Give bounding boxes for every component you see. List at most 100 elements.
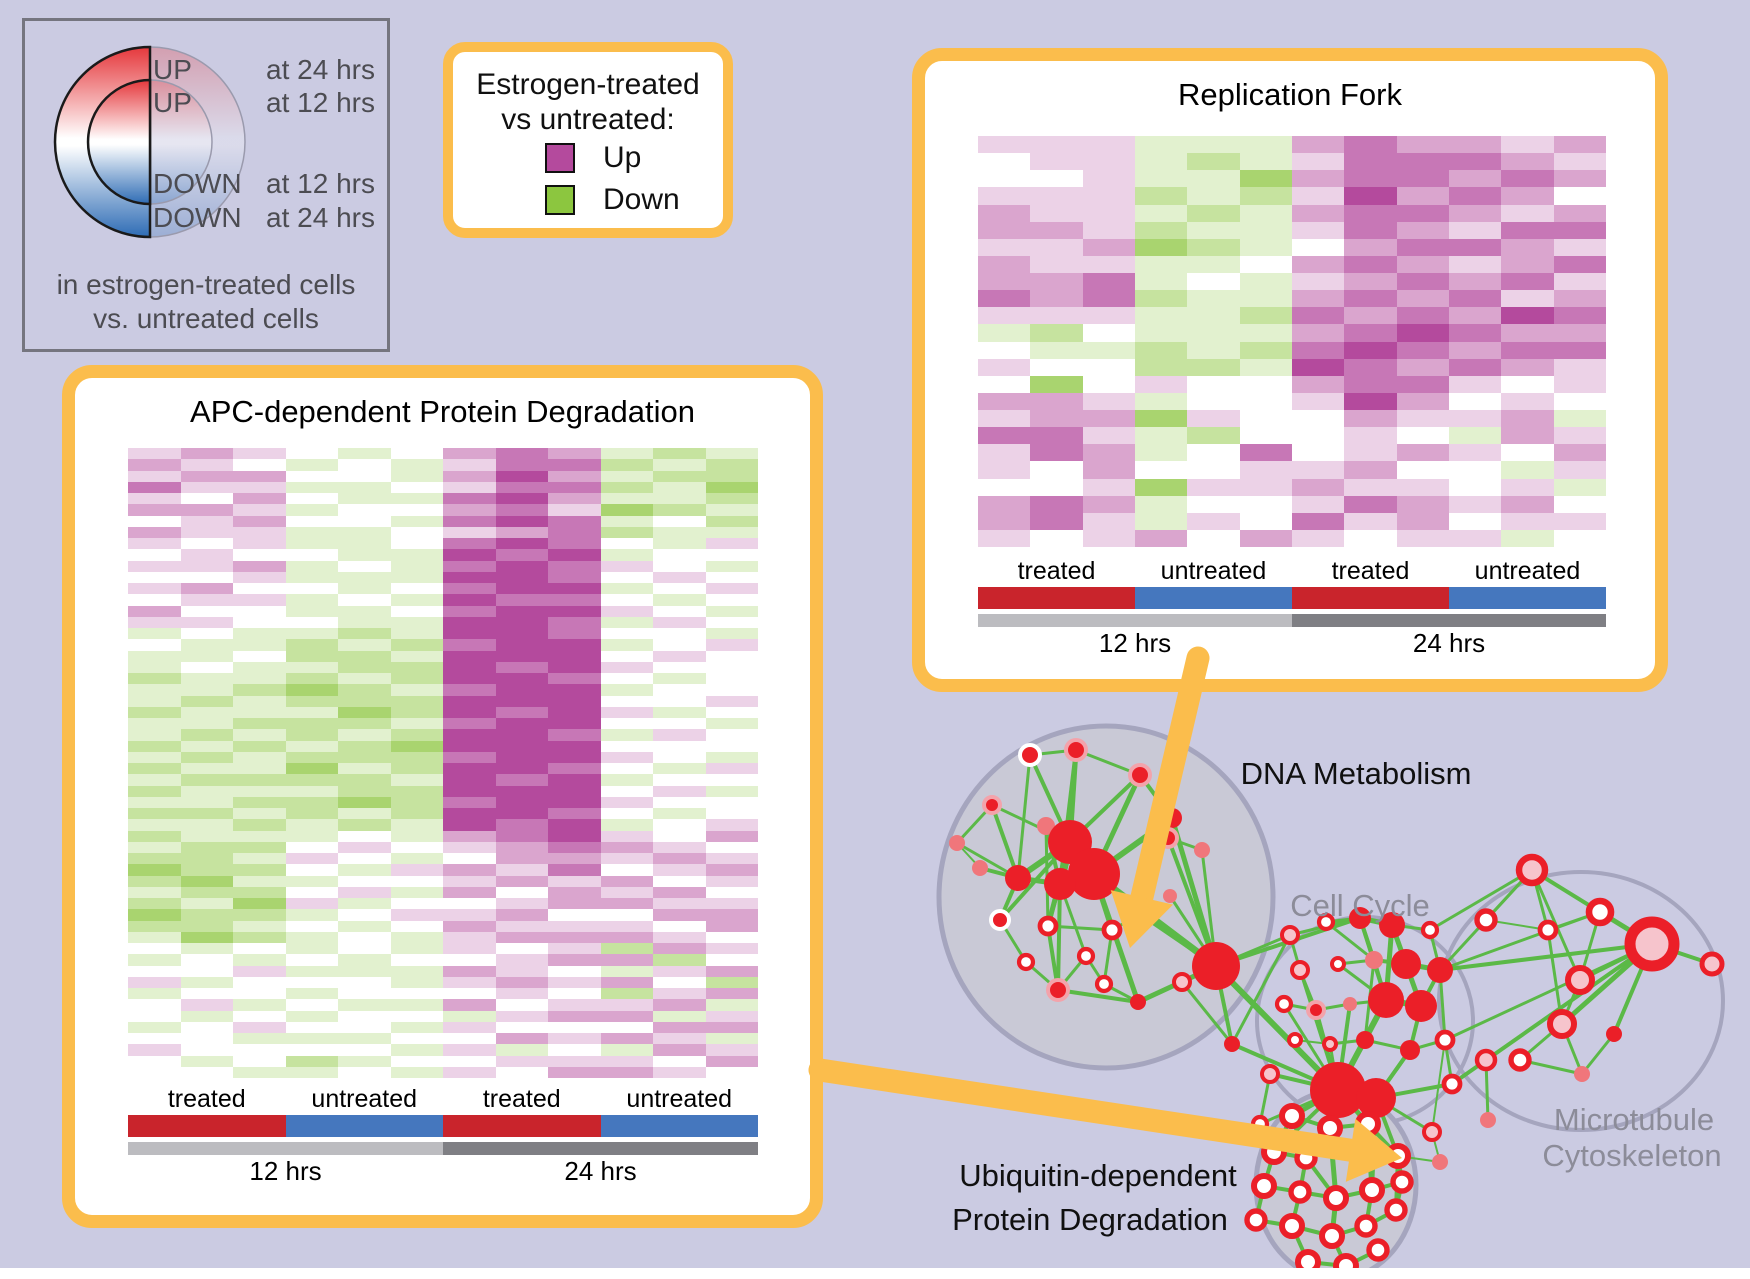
heatmap-cell [495, 448, 548, 460]
network-edge [1439, 942, 1653, 972]
heatmap-cell [443, 1055, 496, 1067]
heatmap-cell [1291, 307, 1345, 325]
heatmap-cell [390, 898, 443, 910]
heatmap-cell [443, 841, 496, 853]
heatmap-cell [1187, 427, 1240, 445]
heatmap-cell [1082, 204, 1135, 222]
updown-row-down12: DOWN at 12 hrs [153, 167, 375, 201]
heatmap-cell [285, 808, 338, 820]
heatmap-cell [600, 976, 653, 988]
network-node [1157, 827, 1179, 849]
network-node [1355, 1111, 1381, 1137]
heatmap-cell [285, 729, 338, 741]
heatmap-cell [1448, 290, 1502, 308]
heatmap-cell [548, 830, 601, 842]
heatmap-cell [548, 909, 601, 921]
heatmap-cell [705, 504, 758, 516]
heatmap-cell [285, 796, 338, 808]
heatmap-cell [1187, 307, 1240, 325]
heatmap-cell [128, 526, 181, 538]
heatmap-cell [705, 549, 758, 561]
time-color-bar [128, 1142, 758, 1155]
network-edge [1180, 981, 1234, 1045]
network-node [1391, 949, 1421, 979]
heatmap-cell [653, 616, 706, 628]
heatmap-cell [1501, 512, 1554, 530]
heatmap-cell [233, 481, 286, 493]
heatmap-cell [285, 886, 338, 898]
heatmap-cell [128, 785, 181, 797]
heatmap-cell [1134, 392, 1188, 410]
heatmap-cell [1239, 324, 1292, 342]
heatmap-cell [338, 571, 391, 583]
heatmap-cell [1344, 478, 1397, 496]
heatmap-cell [548, 481, 601, 493]
heatmap-cell [338, 943, 391, 955]
heatmap-cell [180, 571, 233, 583]
heatmap-cell [653, 909, 706, 921]
heatmap-cell [1553, 307, 1606, 325]
heatmap-cell [495, 583, 548, 595]
heatmap-cell [443, 808, 496, 820]
untreated-bar-segment [285, 1115, 443, 1137]
network-node [1432, 1154, 1448, 1170]
heatmap-cell [390, 864, 443, 876]
heatmap-cell [1396, 136, 1449, 154]
heatmap-cell [1344, 324, 1397, 342]
heatmap-cell [180, 470, 233, 482]
heatmap-cell [653, 965, 706, 977]
heatmap-cell [548, 943, 601, 955]
heatmap-cell [1448, 204, 1502, 222]
condition-label: treated [167, 1085, 246, 1113]
heatmap-cell [1448, 444, 1502, 462]
heatmap-cell [180, 718, 233, 730]
heatmap-cell [443, 886, 496, 898]
heatmap-cell [548, 841, 601, 853]
network-node [1330, 956, 1346, 972]
heatmap-cell [443, 616, 496, 628]
heatmap-cell [338, 481, 391, 493]
network-node [1005, 865, 1031, 891]
network-node [1068, 848, 1120, 900]
heatmap-cell [128, 729, 181, 741]
heatmap-cell [390, 571, 443, 583]
heatmap-cell [180, 526, 233, 538]
heatmap-cell [180, 459, 233, 471]
heatmap-cell [180, 1055, 233, 1067]
heatmap-cell [128, 706, 181, 718]
heatmap-cell [1187, 238, 1240, 256]
heatmap-cell [600, 1010, 653, 1022]
heatmap-cell [1134, 204, 1188, 222]
heatmap-cell [338, 605, 391, 617]
heatmap-cell [443, 706, 496, 718]
heatmap-cell [1448, 273, 1502, 291]
heatmap-cell [705, 718, 758, 730]
heatmap-cell [705, 673, 758, 685]
heatmap-cell [495, 616, 548, 628]
heatmap-cell [548, 560, 601, 572]
heatmap-cell [338, 560, 391, 572]
direction-label: UP [153, 87, 192, 118]
heatmap-cell [495, 1021, 548, 1033]
network-node [1405, 990, 1437, 1022]
heatmap-cell [1082, 478, 1135, 496]
heatmap-cell [548, 448, 601, 460]
direction-label: DOWN [153, 168, 242, 199]
heatmap-cell [1030, 375, 1083, 393]
heatmap-cell [1030, 221, 1083, 239]
heatmap-cell [978, 170, 1031, 188]
heatmap-cell [653, 673, 706, 685]
network-node [1290, 960, 1310, 980]
heatmap-cell [495, 594, 548, 606]
heatmap-cell [128, 481, 181, 493]
heatmap-cell [1553, 444, 1606, 462]
heatmap-cell [1396, 512, 1449, 530]
heatmap-cell [548, 470, 601, 482]
heatmap-cell [705, 931, 758, 943]
heatmap-cell [548, 650, 601, 662]
heatmap-cell [1239, 221, 1292, 239]
heatmap-cell [495, 931, 548, 943]
heatmap-cell [1553, 255, 1606, 273]
network-node [1400, 1040, 1420, 1060]
